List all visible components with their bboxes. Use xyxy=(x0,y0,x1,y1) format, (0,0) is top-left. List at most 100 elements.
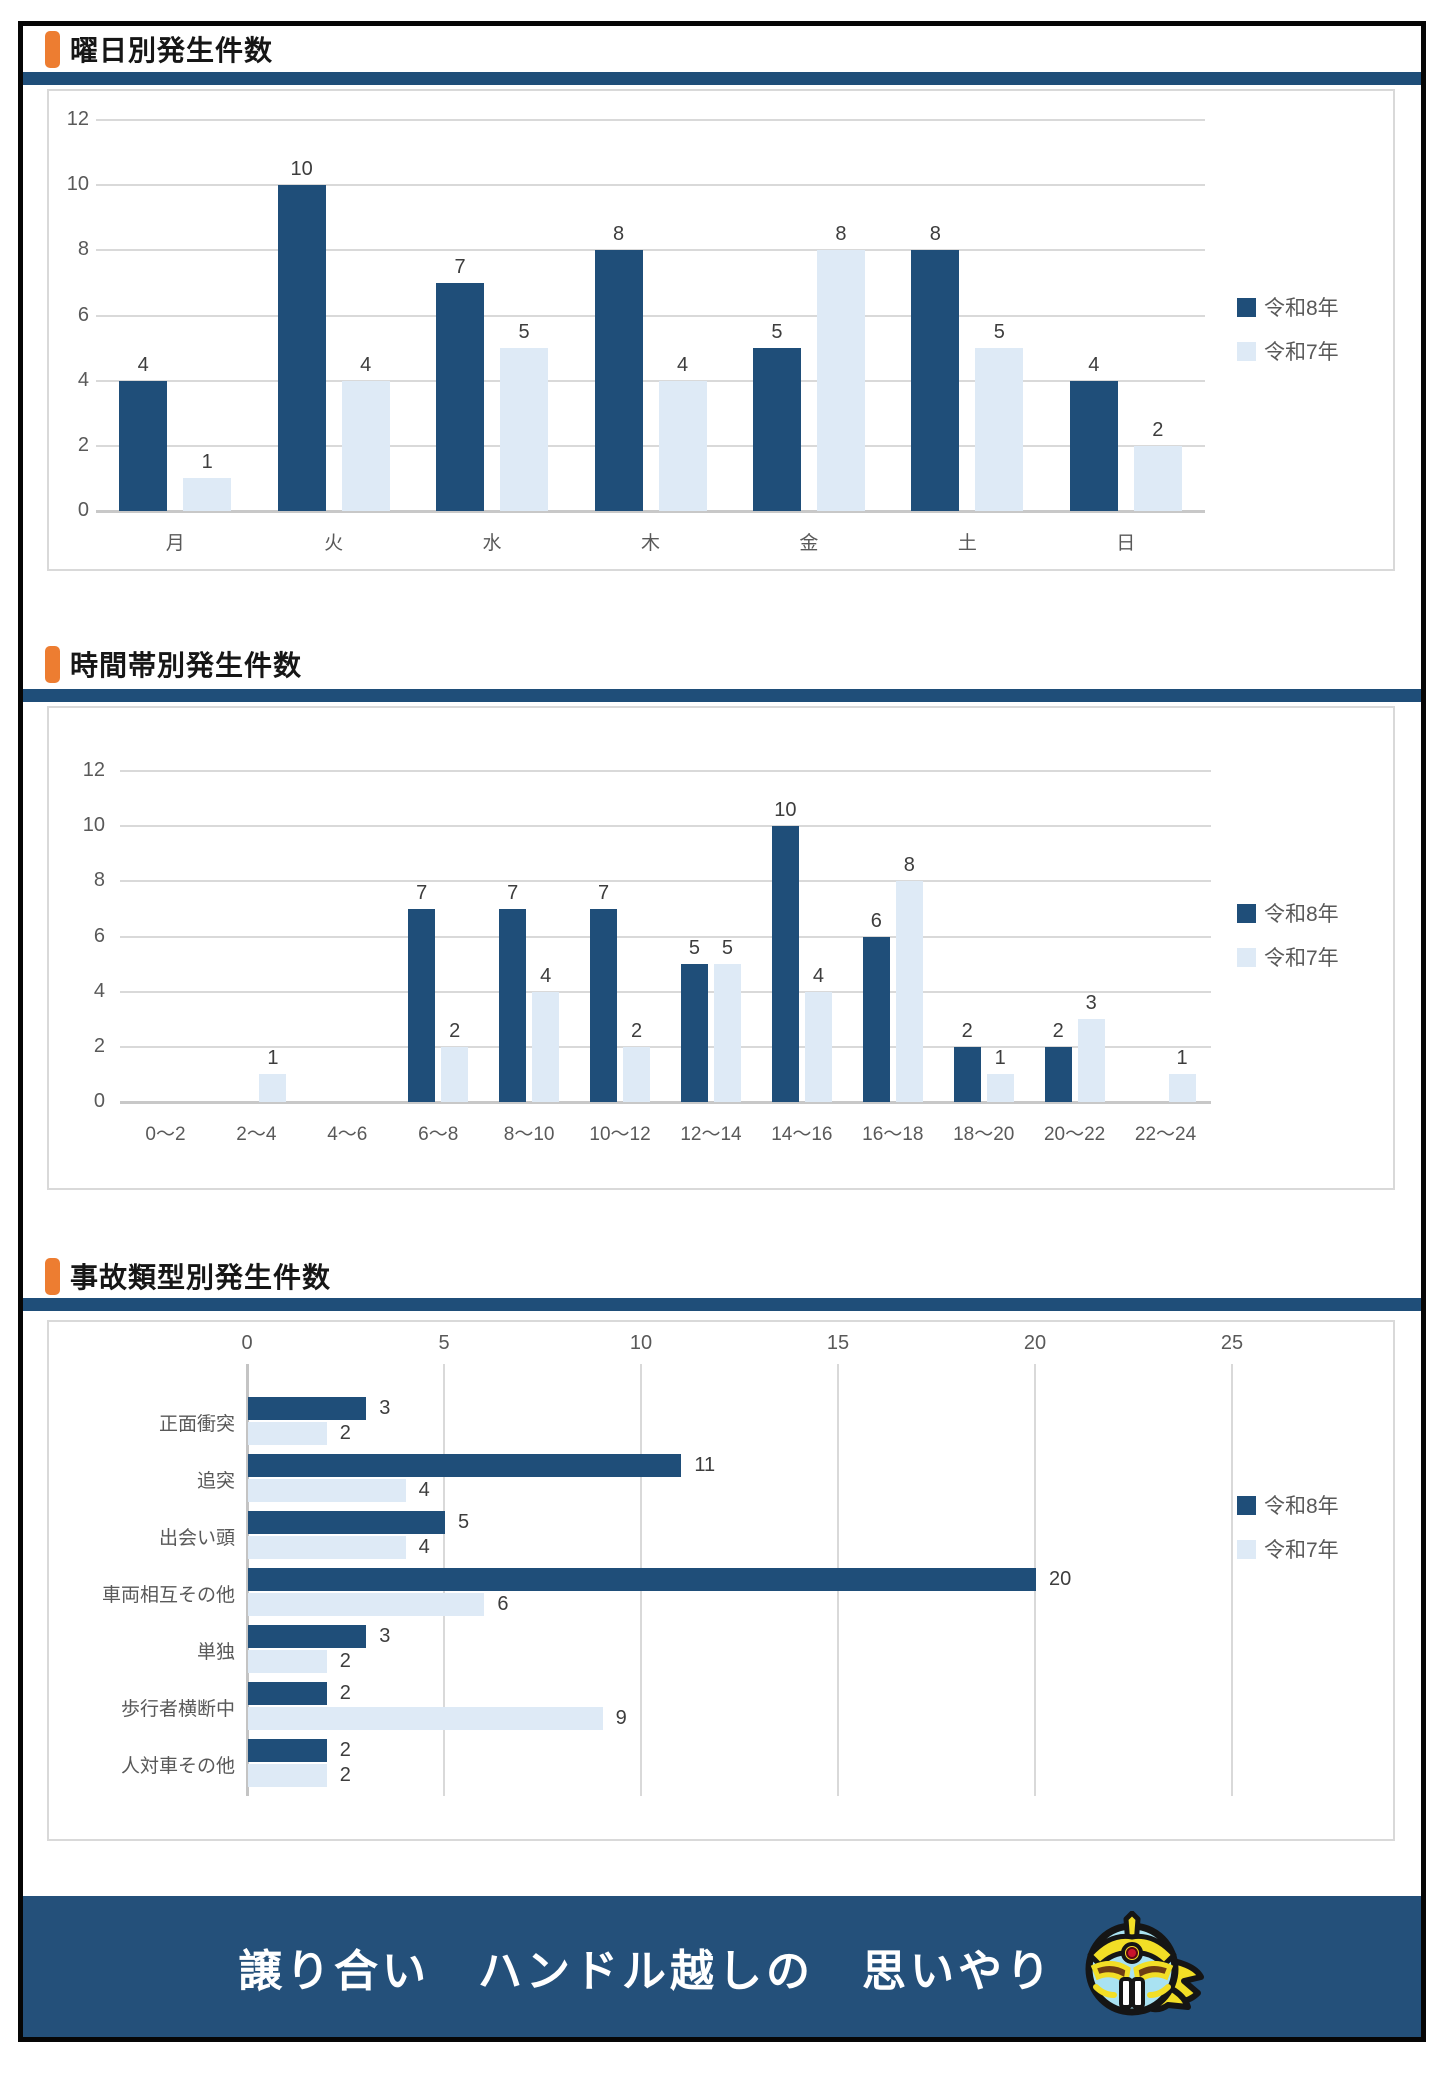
data-label: 2 xyxy=(1152,418,1164,441)
bar xyxy=(816,250,865,511)
bar xyxy=(1133,445,1182,511)
y-axis-category: 人対車その他 xyxy=(120,1756,235,1777)
section-title: 曜日別発生件数 xyxy=(70,35,274,66)
y-axis-category: 出会い頭 xyxy=(158,1528,235,1549)
x-axis-tick: 10 xyxy=(629,1332,653,1354)
x-axis-category: 金 xyxy=(799,533,819,554)
data-label: 4 xyxy=(418,1536,430,1558)
bar xyxy=(248,1707,603,1730)
x-axis-tick: 5 xyxy=(438,1332,450,1354)
bar xyxy=(248,1511,445,1534)
y-axis-tick: 2 xyxy=(93,1034,105,1057)
data-label: 6 xyxy=(870,909,882,932)
accent-pill xyxy=(45,1257,60,1295)
data-label: 6 xyxy=(497,1593,509,1615)
bar xyxy=(623,1046,651,1102)
gridline xyxy=(96,444,1205,447)
x-axis-category: 20〜22 xyxy=(1043,1124,1106,1145)
x-axis-tick: 25 xyxy=(1220,1332,1244,1354)
section-title: 時間帯別発生件数 xyxy=(70,650,303,681)
data-label: 2 xyxy=(339,1422,351,1444)
legend-label: 令和7年 xyxy=(1264,341,1339,364)
bar xyxy=(341,380,390,511)
title-underline xyxy=(23,689,1421,702)
gridline xyxy=(96,119,1205,121)
gridline xyxy=(120,880,1211,883)
title-underline xyxy=(23,1298,1421,1311)
gridline xyxy=(96,509,1205,513)
bar xyxy=(248,1764,327,1787)
gridline xyxy=(96,379,1205,382)
bar xyxy=(1168,1074,1196,1102)
bar xyxy=(658,380,707,511)
data-label: 2 xyxy=(339,1739,351,1761)
data-label: 2 xyxy=(339,1650,351,1672)
x-axis-category: 0〜2 xyxy=(145,1124,186,1145)
legend-swatch-icon xyxy=(1237,1495,1256,1515)
data-label: 10 xyxy=(290,158,313,181)
x-axis-category: 10〜12 xyxy=(589,1124,651,1145)
data-label: 2 xyxy=(339,1682,351,1704)
data-label: 5 xyxy=(721,937,734,960)
data-label: 8 xyxy=(929,223,941,246)
data-label: 3 xyxy=(379,1397,391,1419)
bar xyxy=(895,881,923,1102)
data-label: 1 xyxy=(201,451,213,474)
y-axis-tick: 4 xyxy=(77,368,89,391)
footer-banner: 譲り合い ハンドル越しの 思いやり xyxy=(23,1896,1421,2037)
bar xyxy=(771,826,799,1102)
y-axis-category: 車両相互その他 xyxy=(101,1585,235,1606)
data-label: 7 xyxy=(416,881,428,904)
data-label: 5 xyxy=(458,1511,470,1533)
x-axis-category: 12〜14 xyxy=(680,1124,742,1145)
legend-item: 令和8年 xyxy=(1237,294,1339,320)
bar xyxy=(1044,1046,1072,1102)
data-label: 10 xyxy=(774,799,797,822)
accent-pill xyxy=(45,645,60,683)
bar xyxy=(248,1650,327,1673)
bar xyxy=(277,185,326,511)
data-label: 3 xyxy=(379,1625,391,1647)
x-axis-category: 6〜8 xyxy=(418,1124,459,1145)
data-label: 1 xyxy=(1176,1047,1188,1070)
y-axis-tick: 8 xyxy=(93,869,105,892)
legend-item: 令和7年 xyxy=(1237,944,1339,970)
bar xyxy=(752,348,801,511)
y-axis-tick: 2 xyxy=(77,433,89,456)
y-axis-tick: 12 xyxy=(82,759,105,781)
legend-swatch-icon xyxy=(1237,1539,1256,1559)
legend-swatch-icon xyxy=(1237,947,1256,967)
y-axis-tick: 10 xyxy=(82,814,105,837)
y-axis-tick: 10 xyxy=(66,173,89,196)
data-label: 1 xyxy=(994,1047,1006,1070)
gridline xyxy=(120,770,1211,772)
y-axis-tick: 12 xyxy=(66,108,89,130)
section-header-hourly: 時間帯別発生件数 xyxy=(45,644,302,684)
y-axis-tick: 6 xyxy=(77,303,89,326)
x-axis-category: 土 xyxy=(957,533,977,554)
data-label: 4 xyxy=(137,353,149,376)
data-label: 8 xyxy=(612,223,625,246)
data-label: 7 xyxy=(507,881,519,904)
legend-label: 令和8年 xyxy=(1264,1495,1339,1518)
legend-swatch-icon xyxy=(1237,903,1256,923)
bar xyxy=(953,1046,981,1102)
x-axis-category: 8〜10 xyxy=(503,1124,555,1145)
gridline xyxy=(120,935,1211,938)
x-axis-tick: 0 xyxy=(241,1332,253,1354)
bar xyxy=(441,1046,469,1102)
data-label: 7 xyxy=(597,881,610,904)
legend-swatch-icon xyxy=(1237,297,1256,317)
legend-item: 令和7年 xyxy=(1237,1536,1339,1562)
y-axis-category: 追突 xyxy=(196,1471,235,1492)
bar xyxy=(986,1074,1014,1102)
title-underline xyxy=(23,72,1421,85)
gridline xyxy=(96,184,1205,187)
data-label: 5 xyxy=(688,937,701,960)
x-axis-category: 18〜20 xyxy=(953,1124,1015,1145)
bar xyxy=(248,1682,327,1705)
section-header-accident-type: 事故類型別発生件数 xyxy=(45,1256,331,1296)
gridline xyxy=(120,1045,1211,1048)
data-label: 9 xyxy=(615,1707,627,1729)
y-axis-tick: 6 xyxy=(93,924,105,947)
